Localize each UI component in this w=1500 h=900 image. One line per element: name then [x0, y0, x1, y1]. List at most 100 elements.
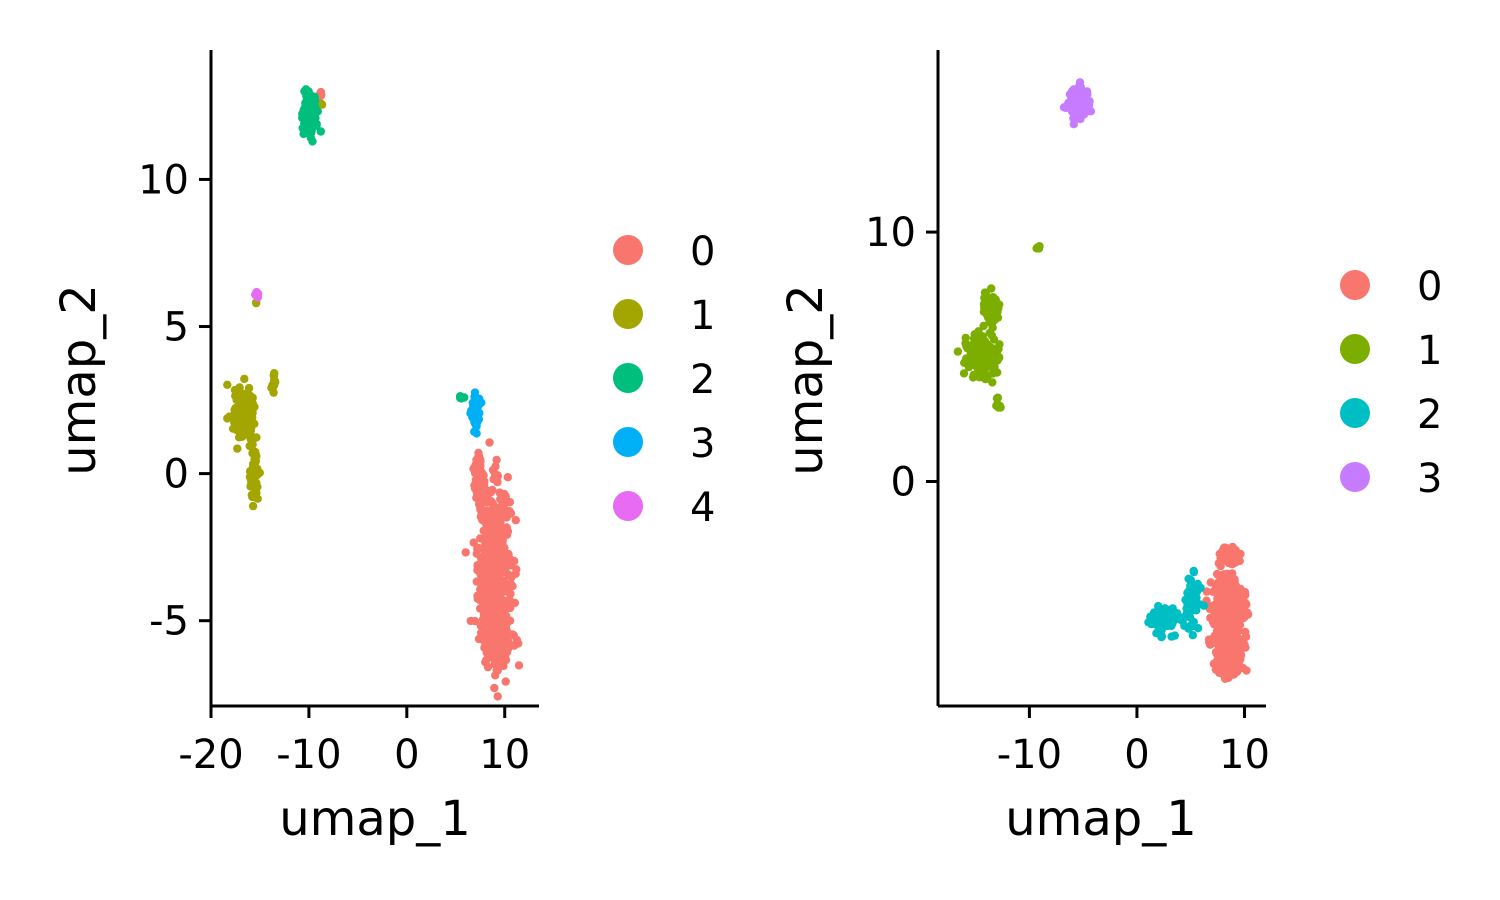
data-point: [489, 501, 498, 510]
legend-item-1: 1: [1340, 328, 1442, 374]
legend-label: 4: [690, 485, 715, 531]
data-point: [1234, 663, 1244, 672]
x-tick-label: -10: [276, 732, 341, 778]
legend-swatch: [1340, 334, 1370, 364]
data-point: [492, 651, 501, 661]
umap-panel-left: -5 0 5 10 -20 -10 0 10 umap_1 umap_2 0 1 2 3 4: [51, 50, 715, 847]
data-point: [988, 344, 997, 353]
data-point: [964, 362, 974, 372]
data-point: [974, 327, 983, 336]
data-point: [1216, 627, 1225, 636]
data-point: [496, 566, 505, 576]
data-point: [1066, 91, 1076, 101]
data-point: [1188, 631, 1198, 640]
data-point: [306, 133, 315, 143]
series-2-points: [1144, 566, 1209, 642]
data-point: [237, 412, 246, 421]
x-tick-label: 10: [479, 732, 530, 778]
data-point: [959, 369, 969, 378]
data-point: [484, 560, 493, 570]
data-point: [1208, 639, 1217, 648]
data-point: [986, 318, 995, 328]
data-point: [225, 412, 234, 421]
data-point: [248, 440, 257, 449]
data-point: [492, 583, 502, 592]
data-point: [474, 495, 484, 505]
legend-swatch: [613, 491, 643, 521]
data-point: [995, 401, 1005, 411]
data-point: [482, 655, 491, 665]
data-point: [316, 127, 325, 136]
y-tick-label: -5: [149, 599, 189, 645]
data-point: [490, 548, 499, 558]
legend-left: 0 1 2 3 4: [613, 229, 715, 531]
legend-item-1: 1: [613, 293, 715, 339]
legend-right: 0 1 2 3: [1340, 264, 1442, 502]
legend-label: 0: [690, 229, 715, 275]
data-point: [242, 405, 251, 415]
legend-swatch: [613, 363, 643, 393]
data-point: [495, 574, 505, 584]
x-tick-label: 0: [1124, 732, 1149, 778]
data-point: [1229, 554, 1239, 564]
data-point: [476, 505, 485, 514]
legend-item-2: 2: [1340, 392, 1442, 438]
data-point: [481, 602, 491, 611]
x-tick-label: 10: [1219, 732, 1270, 778]
data-point: [252, 452, 261, 461]
y-ticks-right: 0 10: [865, 210, 938, 506]
data-point: [1232, 647, 1241, 656]
data-point: [1193, 624, 1203, 633]
data-point: [511, 516, 520, 525]
legend-item-3: 3: [613, 421, 715, 467]
data-point: [1073, 95, 1082, 105]
data-point: [317, 90, 326, 100]
data-point: [967, 348, 977, 357]
data-point: [504, 638, 513, 647]
data-point: [1225, 587, 1235, 596]
data-point: [470, 616, 480, 626]
data-point: [237, 432, 247, 441]
data-point: [1227, 620, 1237, 629]
data-point: [490, 683, 499, 693]
data-point: [476, 477, 485, 486]
data-point: [474, 543, 483, 552]
data-point: [1189, 566, 1198, 576]
legend-label: 2: [1417, 392, 1442, 438]
data-point: [223, 380, 232, 389]
x-axis-title: umap_1: [279, 791, 471, 847]
data-point: [244, 392, 253, 401]
data-point: [249, 481, 259, 490]
data-point: [505, 507, 514, 516]
data-point: [461, 548, 470, 557]
series-3-points: [1059, 78, 1096, 129]
data-point: [232, 395, 241, 405]
data-point: [1210, 610, 1219, 620]
data-point: [953, 347, 963, 356]
data-point: [472, 429, 481, 438]
data-point: [1076, 83, 1086, 92]
data-point: [511, 569, 520, 578]
data-point: [988, 360, 998, 369]
data-point: [1202, 587, 1212, 596]
data-point: [485, 570, 494, 579]
data-point: [514, 661, 524, 670]
data-point: [486, 507, 495, 516]
data-point: [470, 468, 480, 478]
data-point: [456, 392, 465, 401]
x-tick-label: -20: [178, 732, 243, 778]
data-point: [251, 469, 261, 478]
data-point: [1219, 554, 1228, 563]
data-point: [485, 438, 494, 447]
legend-label: 3: [690, 421, 715, 467]
data-point: [252, 488, 261, 497]
data-point: [491, 462, 500, 471]
data-point: [493, 477, 502, 487]
data-point: [979, 321, 988, 331]
data-point: [501, 584, 510, 593]
data-point: [1229, 637, 1238, 647]
data-point: [978, 339, 987, 348]
data-point: [1222, 627, 1232, 636]
data-point: [502, 523, 511, 532]
data-point: [494, 620, 503, 629]
